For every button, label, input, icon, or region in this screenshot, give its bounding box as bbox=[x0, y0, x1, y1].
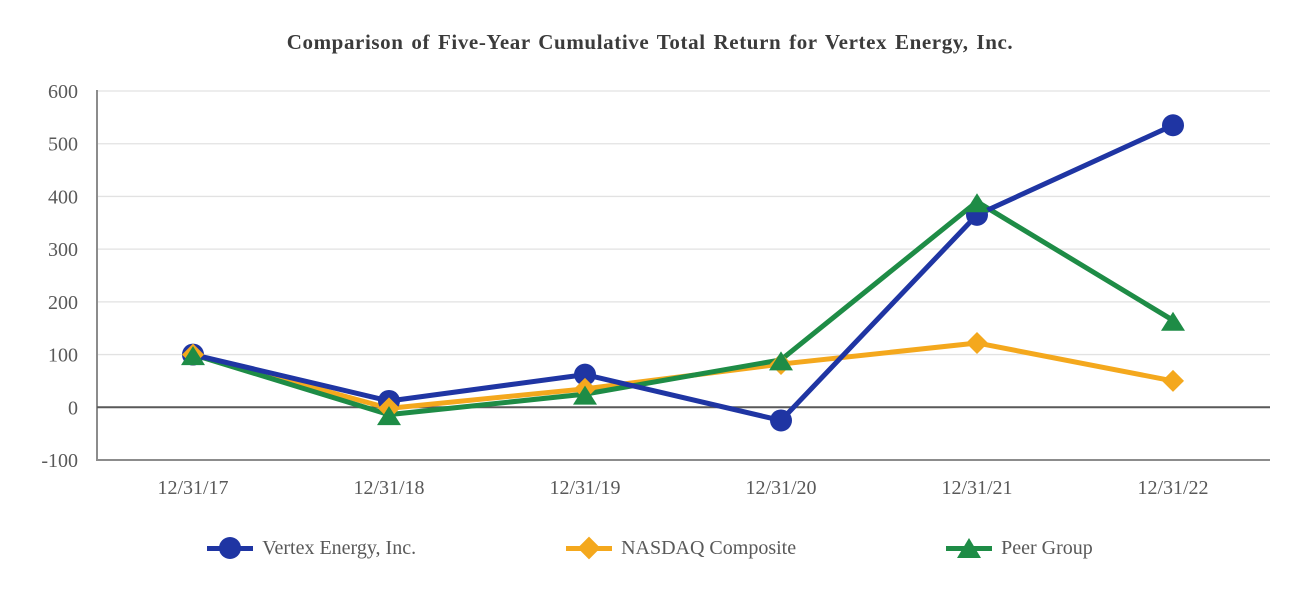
x-tick-label: 12/31/18 bbox=[353, 477, 424, 499]
chart-title: Comparison of Five-Year Cumulative Total… bbox=[286, 30, 1014, 54]
series-line-circle bbox=[192, 122, 1175, 423]
circle-marker-icon bbox=[207, 536, 254, 560]
marker-triangle bbox=[965, 193, 989, 213]
marker-triangle bbox=[181, 346, 205, 366]
marker-triangle bbox=[377, 406, 401, 426]
y-tick-label: 200 bbox=[48, 292, 78, 314]
diamond-marker-icon bbox=[566, 536, 613, 560]
marker-diamond bbox=[1162, 369, 1184, 392]
y-tick-label: 600 bbox=[48, 81, 78, 103]
marker-circle bbox=[574, 363, 596, 386]
triangle-marker-icon bbox=[946, 536, 993, 560]
y-tick-label: -100 bbox=[41, 450, 78, 472]
x-tick-label: 12/31/21 bbox=[941, 477, 1012, 499]
marker-triangle bbox=[573, 385, 597, 405]
legend-label: Vertex Energy, Inc. bbox=[262, 536, 417, 559]
marker-circle bbox=[770, 409, 792, 432]
legend-shape-triangle bbox=[957, 538, 982, 558]
marker-triangle bbox=[1161, 311, 1185, 331]
legend-label: Peer Group bbox=[1001, 536, 1093, 559]
marker-triangle bbox=[769, 351, 793, 371]
marker-diamond bbox=[966, 331, 988, 354]
series-line-triangle bbox=[192, 199, 1175, 418]
y-tick-label: 0 bbox=[68, 397, 78, 419]
x-tick-label: 12/31/20 bbox=[745, 477, 816, 499]
legend-item-vertex-energy-inc: Vertex Energy, Inc. bbox=[207, 536, 416, 560]
legend-label: NASDAQ Composite bbox=[621, 536, 797, 559]
y-tick-label: 300 bbox=[48, 239, 78, 261]
y-tick-label: 100 bbox=[48, 345, 78, 367]
x-tick-label: 12/31/17 bbox=[157, 477, 228, 499]
x-tick-label: 12/31/19 bbox=[549, 477, 620, 499]
y-tick-label: 500 bbox=[48, 134, 78, 156]
marker-circle bbox=[1162, 114, 1184, 137]
chart-legend: Vertex Energy, Inc. NASDAQ Composite Peer … bbox=[0, 536, 1300, 560]
y-tick-label: 400 bbox=[48, 186, 78, 208]
x-tick-label: 12/31/22 bbox=[1137, 477, 1208, 499]
legend-item-peer-group: Peer Group bbox=[946, 536, 1093, 560]
legend-item-nasdaq-composite: NASDAQ Composite bbox=[566, 536, 796, 560]
legend-shape-circle bbox=[219, 537, 242, 559]
legend-shape-diamond bbox=[577, 536, 601, 560]
